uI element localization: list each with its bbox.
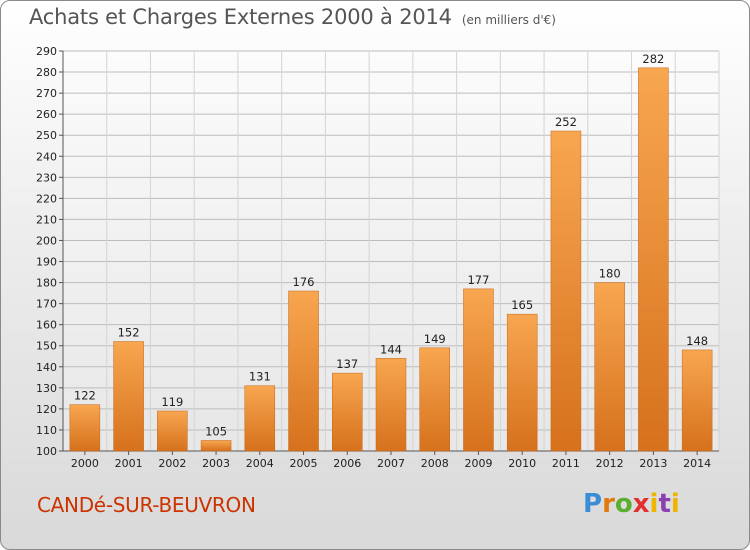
y-tick-label: 270 [36,87,57,100]
y-tick-label: 220 [36,192,57,205]
value-label: 282 [642,52,664,66]
y-tick-label: 120 [36,403,57,416]
y-tick-label: 190 [36,256,57,269]
value-label: 105 [205,424,227,438]
bar [69,404,101,452]
y-tick-label: 180 [36,277,57,290]
x-tick-label: 2005 [290,457,318,470]
bar [244,385,276,452]
value-label: 149 [424,332,446,346]
bar-layer [69,67,713,452]
value-label: 144 [380,342,402,356]
x-tick-label: 2004 [246,457,274,470]
x-tick-label: 2012 [596,457,624,470]
x-tick-label: 2000 [71,457,99,470]
proxiti-logo: Proxiti [583,489,680,519]
x-tick-label: 2014 [683,457,711,470]
y-tick-label: 160 [36,319,57,332]
y-tick-label: 240 [36,150,57,163]
bar [113,341,144,452]
value-label: 252 [555,115,577,129]
y-tick-label: 130 [36,382,57,395]
x-tick-label: 2002 [158,457,186,470]
bar [638,67,669,452]
y-tick-label: 260 [36,108,57,121]
chart-title: Achats et Charges Externes 2000 à 2014 [29,5,452,29]
value-label: 148 [686,334,708,348]
chart-subtitle: (en milliers d'€) [461,13,556,27]
y-tick-label: 170 [36,298,57,311]
bar [463,288,494,452]
value-label: 165 [511,298,533,312]
x-tick-label: 2007 [377,457,405,470]
x-tick-label: 2011 [552,457,580,470]
x-tick-label: 2013 [639,457,667,470]
y-tick-label: 150 [36,340,57,353]
y-tick-label: 140 [36,361,57,374]
bar [157,410,188,452]
value-label-layer: 122 152 119 105 131 176 137 144 149 177 165 252 180 2… [74,52,708,439]
x-tick-label: 2009 [464,457,492,470]
bar [506,313,538,452]
bar [375,358,407,452]
value-label: 119 [161,395,183,409]
value-label: 152 [118,326,140,340]
x-tick-label: 2010 [508,457,536,470]
x-tick-label: 2001 [115,457,143,470]
y-tick-label: 200 [36,234,57,247]
x-tick-label: 2008 [421,457,449,470]
value-label: 176 [293,275,315,289]
bar [200,440,232,452]
y-tick-label: 290 [36,45,57,58]
value-label: 122 [74,389,96,403]
bar [594,282,625,452]
y-tick-label: 230 [36,171,57,184]
value-label: 137 [336,357,358,371]
commune-name: CANDé-SUR-BEUVRON [37,493,256,517]
bar [332,372,363,452]
value-label: 131 [249,370,271,384]
y-tick-label: 100 [36,445,57,458]
y-tick-label: 210 [36,213,57,226]
x-tick-label: 2006 [333,457,361,470]
y-tick-label: 110 [36,424,57,437]
bar [288,290,319,452]
y-tick-label: 250 [36,129,57,142]
y-tick-label: 280 [36,66,57,79]
bar [550,130,582,452]
bar [681,349,713,452]
value-label: 180 [599,267,621,281]
value-label: 177 [467,273,489,287]
title-line: Achats et Charges Externes 2000 à 2014 (e… [29,5,556,29]
x-tick-label: 2003 [202,457,230,470]
bar [419,347,450,452]
